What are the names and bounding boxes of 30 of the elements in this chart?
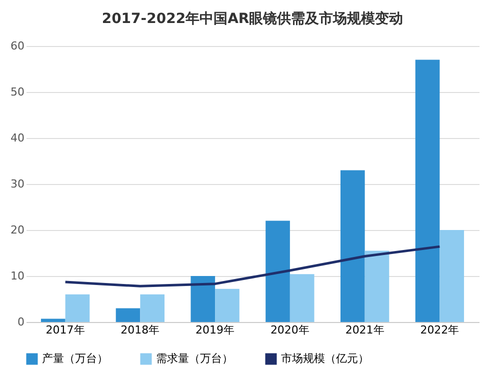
x-tick-label: 2021年 bbox=[345, 324, 384, 336]
bar bbox=[116, 308, 140, 322]
y-tick-label: 20 bbox=[10, 224, 24, 236]
x-tick-label: 2022年 bbox=[420, 324, 460, 336]
bar bbox=[290, 274, 314, 322]
bar bbox=[65, 294, 90, 322]
x-tick-label: 2020年 bbox=[270, 324, 310, 336]
y-tick-label: 50 bbox=[10, 86, 24, 98]
legend-label: 市场规模（亿元） bbox=[281, 352, 369, 365]
y-tick-label: 0 bbox=[18, 316, 24, 328]
x-tick-label: 2017年 bbox=[46, 324, 85, 336]
y-tick-label: 10 bbox=[10, 270, 24, 282]
legend-label: 需求量（万台） bbox=[156, 352, 233, 365]
chart-title: 2017-2022年中国AR眼镜供需及市场规模变动 bbox=[102, 10, 404, 27]
x-tick-label: 2019年 bbox=[196, 324, 235, 336]
x-tick-label: 2018年 bbox=[120, 324, 160, 336]
bar bbox=[364, 250, 390, 322]
bar bbox=[340, 170, 365, 322]
bar bbox=[266, 220, 290, 322]
bar bbox=[190, 276, 216, 322]
line-series bbox=[64, 245, 441, 288]
bar bbox=[140, 294, 165, 322]
bar bbox=[415, 60, 440, 322]
y-tick-label: 30 bbox=[10, 178, 24, 190]
bar bbox=[440, 230, 464, 322]
y-tick-label: 40 bbox=[10, 132, 24, 144]
bar bbox=[215, 288, 240, 322]
y-tick-label: 60 bbox=[10, 40, 24, 52]
bar bbox=[40, 318, 66, 322]
legend-label: 产量（万台） bbox=[42, 352, 108, 365]
